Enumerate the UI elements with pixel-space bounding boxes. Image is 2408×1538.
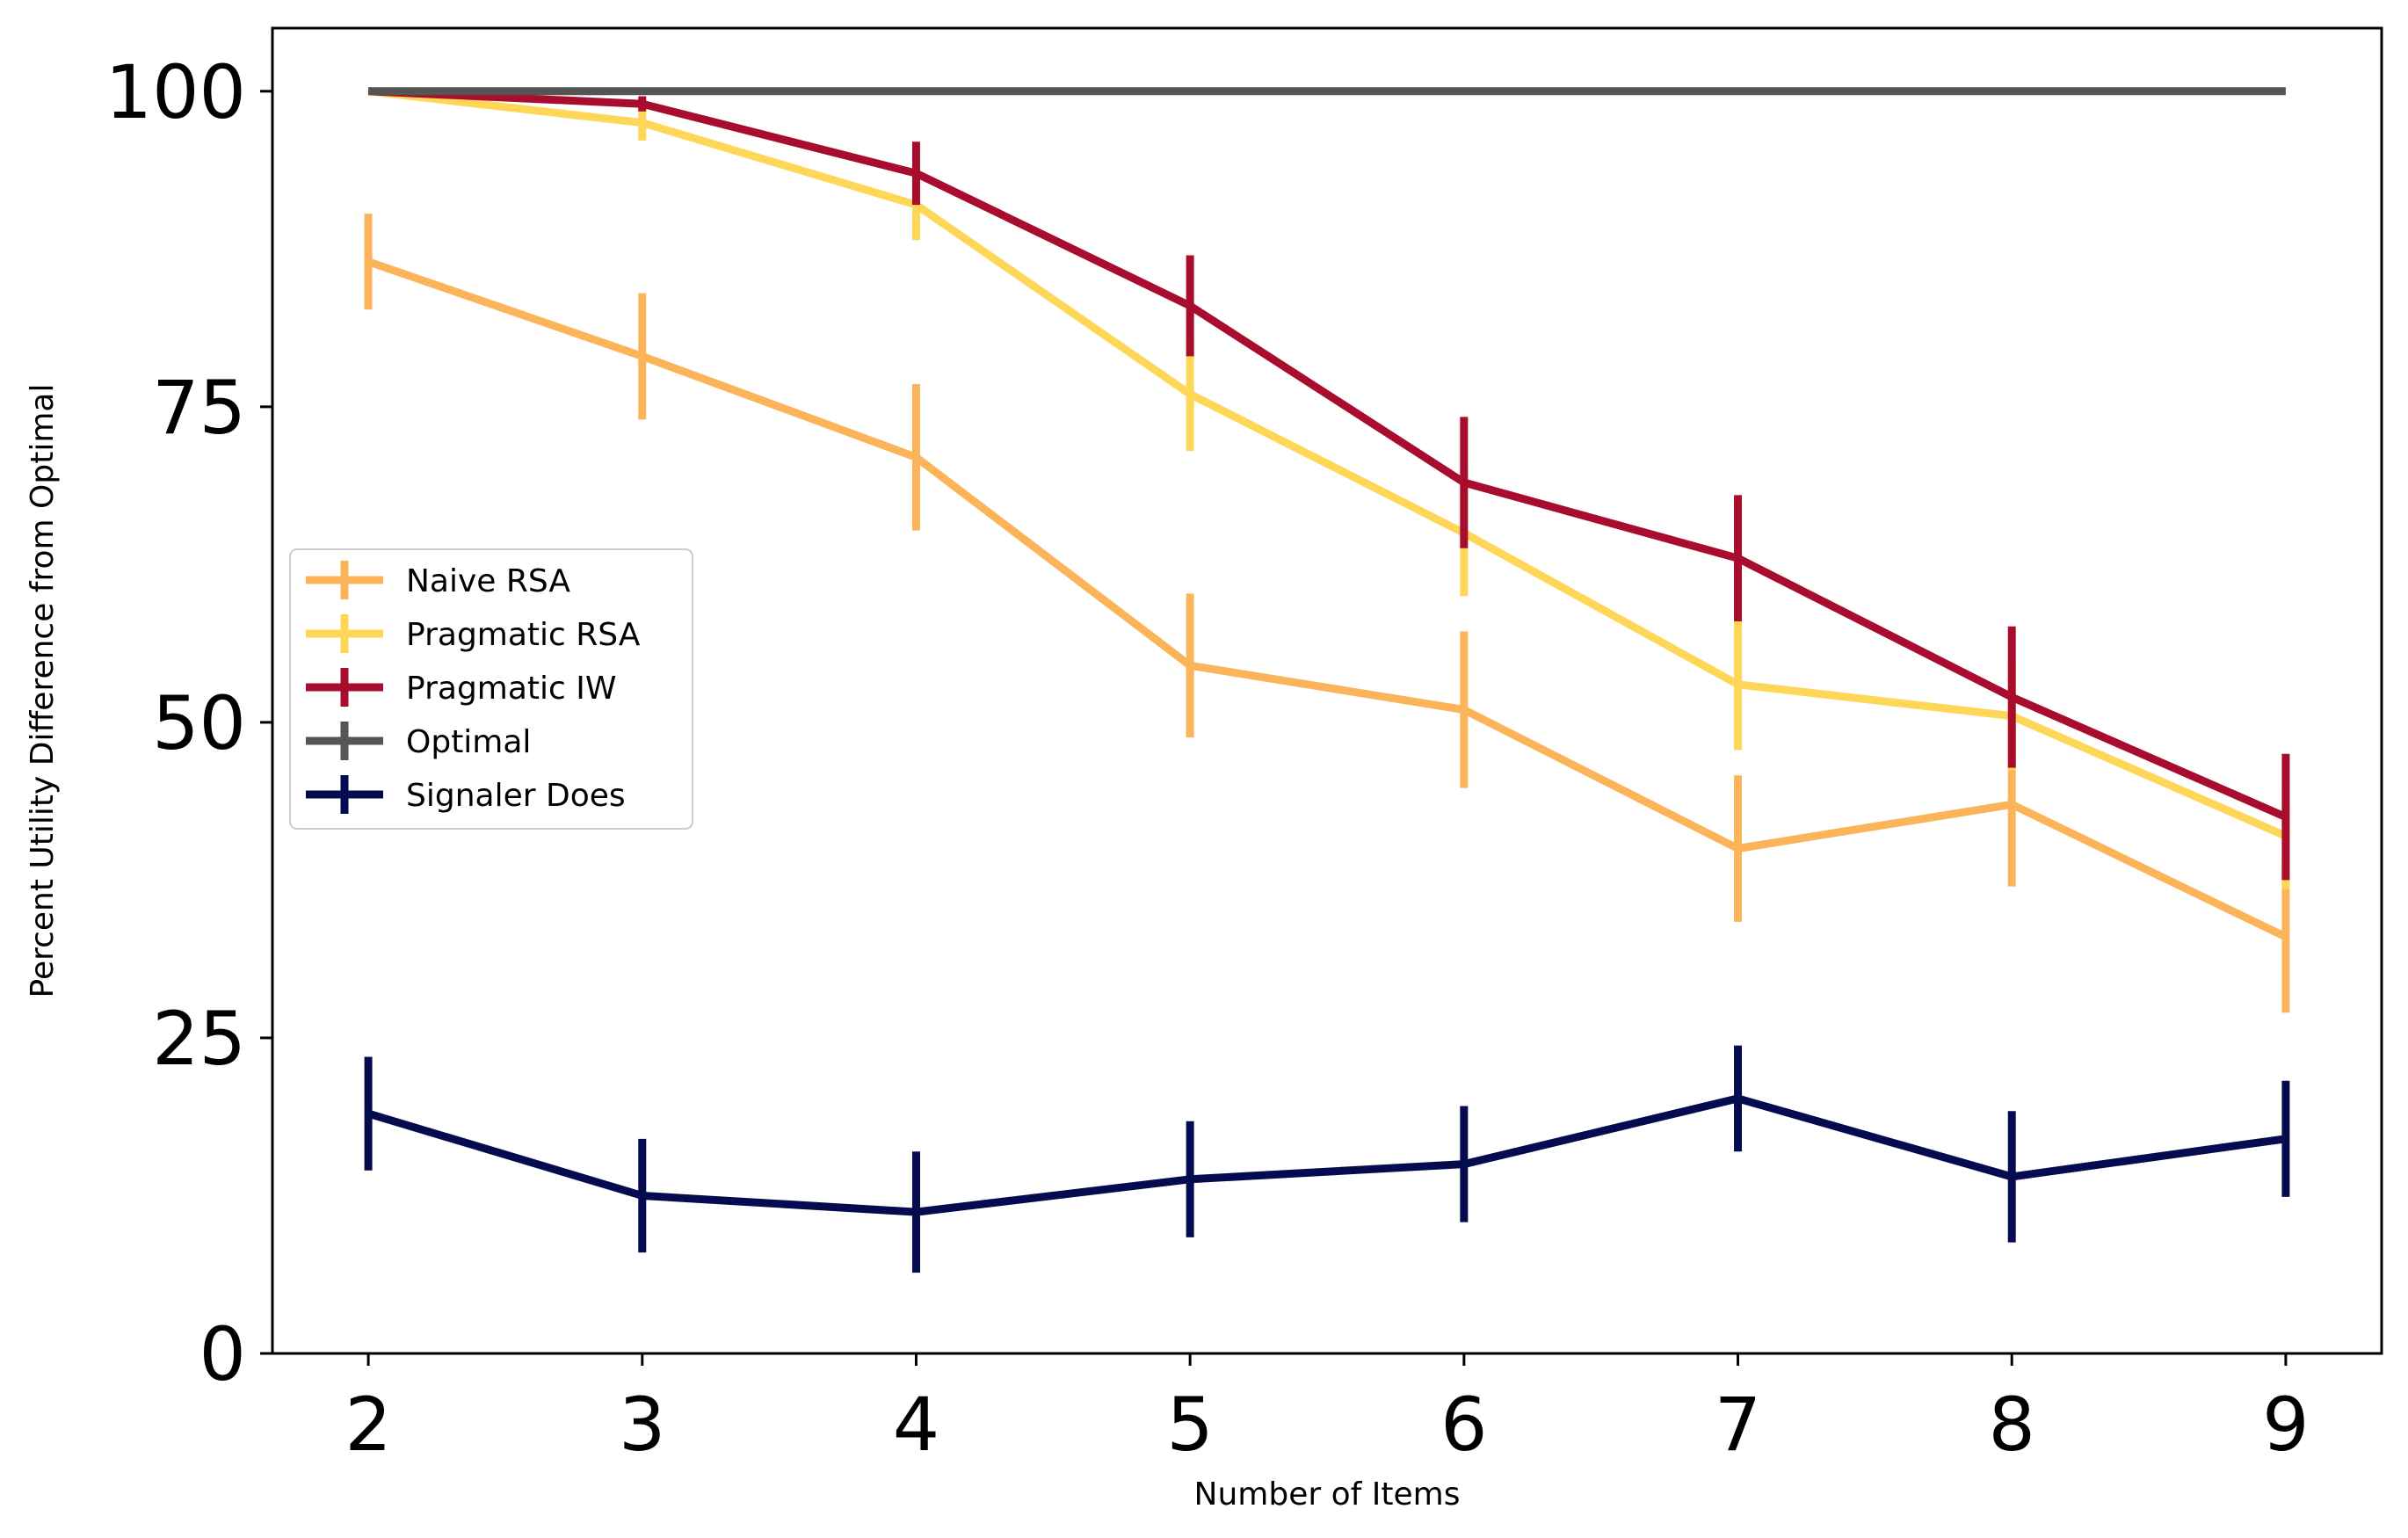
y-tick-label: 50 [152,680,246,766]
legend: Naive RSA Pragmatic RSA Pragmatic IW Optima… [290,549,693,829]
y-tick-label: 100 [105,49,246,135]
x-tick-label: 8 [1988,1382,2034,1468]
y-tick-label: 25 [152,996,246,1082]
legend-label: Signaler Does [406,778,626,814]
x-tick-label: 7 [1715,1382,1761,1468]
legend-label: Pragmatic RSA [406,617,641,653]
legend-entry: Naive RSA [306,561,570,599]
legend-label: Pragmatic IW [406,671,616,707]
x-tick-label: 6 [1440,1382,1487,1468]
x-axis-title: Number of Items [1194,1476,1461,1513]
x-tick-label: 5 [1166,1382,1213,1468]
x-tick-label: 9 [2262,1382,2309,1468]
y-tick-label: 75 [152,365,246,451]
legend-label: Optimal [406,724,531,760]
x-tick-label: 2 [345,1382,391,1468]
legend-label: Naive RSA [406,563,570,599]
x-tick-label: 3 [619,1382,665,1468]
y-tick-label: 0 [199,1311,246,1397]
y-axis-title: Percent Utility Difference from Optimal [25,384,61,998]
x-tick-label: 4 [893,1382,939,1468]
